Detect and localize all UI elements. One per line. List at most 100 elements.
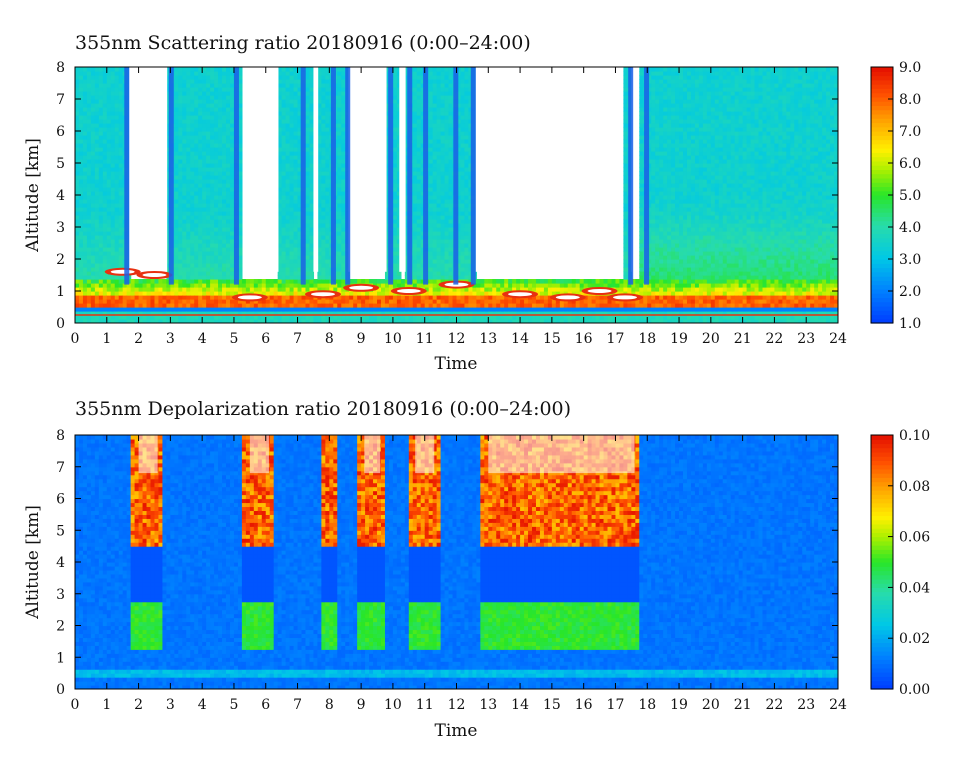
heatmap-cell	[305, 159, 311, 164]
heatmap-cell	[293, 235, 299, 240]
heatmap-cell	[468, 223, 473, 228]
heatmap-cell	[166, 267, 171, 272]
heatmap-cell	[210, 183, 215, 188]
heatmap-cell	[277, 203, 283, 208]
heatmap-cell	[102, 143, 108, 148]
heatmap-cell	[245, 319, 251, 323]
heatmap-cell	[392, 239, 398, 244]
heatmap-cell	[468, 115, 473, 120]
heatmap-cell	[106, 151, 112, 156]
heatmap-cell	[210, 191, 215, 196]
heatmap-cell	[297, 143, 303, 148]
heatmap-cell	[237, 111, 243, 116]
heatmap-cell	[194, 271, 199, 276]
heatmap-cell	[484, 287, 489, 292]
heatmap-cell	[198, 303, 203, 308]
heatmap-cell	[98, 143, 104, 148]
heatmap-cell	[190, 259, 195, 264]
heatmap-cell	[98, 79, 104, 84]
heatmap-cell	[460, 199, 466, 204]
heatmap-cell	[412, 311, 418, 316]
heatmap-cell	[218, 211, 223, 216]
heatmap-cell	[218, 279, 223, 284]
heatmap-cell	[440, 231, 446, 236]
heatmap-cell	[98, 227, 104, 232]
heatmap-cell	[253, 279, 259, 284]
heatmap-cell	[277, 111, 283, 116]
heatmap-cell	[94, 111, 100, 116]
heatmap-cell	[166, 71, 171, 76]
heatmap-cell	[456, 307, 462, 312]
heatmap-cell	[226, 147, 231, 152]
heatmap-cell	[464, 287, 470, 292]
heatmap-cell	[130, 303, 136, 308]
heatmap-cell	[75, 235, 80, 240]
heatmap-cell	[396, 155, 402, 160]
heatmap-cell	[321, 247, 326, 252]
heatmap-cell	[297, 131, 303, 136]
heatmap-cell	[174, 103, 179, 108]
heatmap-cell	[448, 151, 454, 156]
heatmap-cell	[444, 123, 450, 128]
heatmap-cell	[229, 99, 235, 104]
heatmap-cell	[289, 127, 295, 132]
heatmap-cell	[114, 203, 120, 208]
heatmap-cell	[448, 267, 454, 272]
heatmap-cell	[190, 167, 195, 172]
heatmap-cell	[98, 67, 104, 72]
heatmap-cell	[321, 119, 326, 124]
heatmap-cell	[98, 279, 104, 284]
heatmap-cell	[285, 95, 291, 100]
heatmap-cell	[432, 279, 438, 284]
heatmap-cell	[353, 315, 358, 320]
heatmap-cell	[102, 215, 108, 220]
heatmap-cell	[214, 307, 219, 312]
heatmap-cell	[281, 195, 287, 200]
heatmap-cell	[257, 279, 263, 284]
heatmap-cell	[321, 75, 326, 80]
heatmap-cell	[285, 303, 291, 308]
heatmap-cell	[162, 283, 168, 288]
heatmap-cell	[396, 195, 402, 200]
heatmap-cell	[114, 123, 120, 128]
heatmap-cell	[412, 159, 418, 164]
heatmap-cell	[277, 75, 283, 80]
heatmap-cell	[222, 279, 227, 284]
heatmap-cell	[420, 207, 426, 212]
heatmap-cell	[102, 115, 108, 120]
heatmap-cell	[98, 75, 104, 80]
heatmap-cell	[416, 155, 422, 160]
heatmap-cell	[102, 259, 108, 264]
heatmap-cell	[392, 311, 398, 316]
heatmap-cell	[82, 259, 88, 264]
heatmap-cell	[222, 243, 227, 248]
heatmap-cell	[289, 119, 295, 124]
heatmap-cell	[440, 123, 446, 128]
heatmap-cell	[305, 155, 311, 160]
heatmap-cell	[428, 187, 434, 192]
heatmap-cell	[182, 287, 187, 292]
heatmap-cell	[384, 255, 390, 260]
heatmap-cell	[202, 207, 207, 212]
heatmap-cell	[226, 131, 231, 136]
heatmap-cell	[440, 311, 446, 316]
heatmap-cell	[313, 307, 319, 312]
heatmap-cell	[444, 247, 450, 252]
heatmap-cell	[440, 75, 446, 80]
heatmap-cell	[182, 87, 187, 92]
heatmap-cell	[277, 191, 283, 196]
heatmap-cell	[142, 279, 148, 284]
heatmap-cell	[325, 231, 330, 236]
heatmap-cell	[82, 151, 88, 156]
heatmap-cell	[420, 151, 426, 156]
heatmap-cell	[305, 303, 311, 308]
heatmap-cell	[384, 183, 390, 188]
heatmap-cell	[436, 275, 442, 280]
heatmap-cell	[202, 127, 207, 132]
heatmap-cell	[210, 155, 215, 160]
heatmap-cell	[392, 91, 398, 96]
heatmap-cell	[98, 195, 104, 200]
heatmap-cell	[412, 231, 418, 236]
heatmap-cell	[384, 215, 390, 220]
heatmap-cell	[305, 287, 311, 292]
